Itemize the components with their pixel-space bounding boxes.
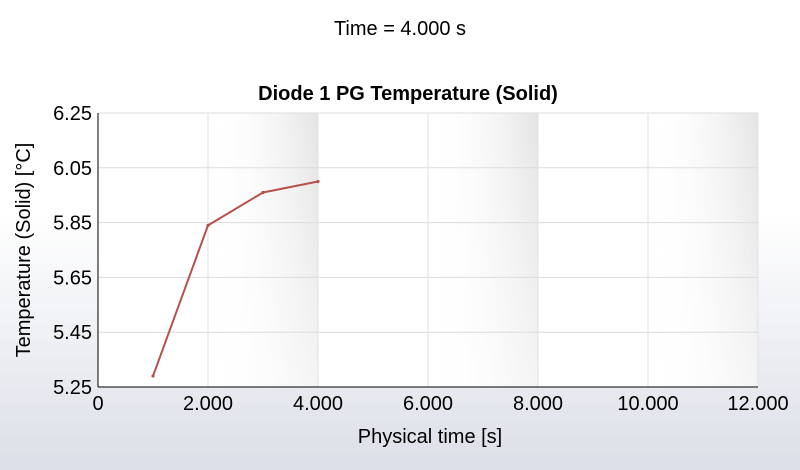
series-line — [152, 180, 319, 377]
y-tick-label: 5.65 — [53, 267, 92, 289]
x-tick-label: 8.000 — [513, 393, 563, 415]
y-tick-label: 5.45 — [53, 322, 92, 344]
x-tick-labels: 0 2.000 4.000 6.000 8.000 10.000 12.000 — [92, 393, 788, 415]
y-tick-labels: 5.25 5.45 5.65 5.85 6.05 6.25 — [53, 103, 92, 399]
time-header: Time = 4.000 s — [333, 18, 467, 40]
plot-area — [97, 112, 759, 388]
x-tick-label: 10.000 — [617, 393, 678, 415]
y-axis-label: Temperature (Solid) [°C] — [13, 143, 35, 358]
chart-title: Diode 1 PG Temperature (Solid) — [258, 83, 558, 105]
x-tick-label: 2.000 — [183, 393, 233, 415]
y-tick-label: 6.05 — [53, 158, 92, 180]
x-tick-label: 0 — [92, 393, 103, 415]
data-point — [316, 179, 320, 184]
y-tick-label: 6.25 — [53, 103, 92, 125]
x-tick-label: 6.000 — [403, 393, 453, 415]
x-tick-label: 4.000 — [293, 393, 343, 415]
data-point — [206, 223, 210, 227]
y-tick-label: 5.25 — [53, 377, 92, 399]
series-group — [151, 179, 320, 378]
data-point — [151, 374, 155, 378]
grid-lines — [98, 112, 759, 387]
x-tick-label: 12.000 — [727, 393, 788, 415]
data-point — [261, 190, 265, 195]
y-tick-label: 5.85 — [53, 213, 92, 235]
x-axis-label: Physical time [s] — [358, 426, 502, 448]
